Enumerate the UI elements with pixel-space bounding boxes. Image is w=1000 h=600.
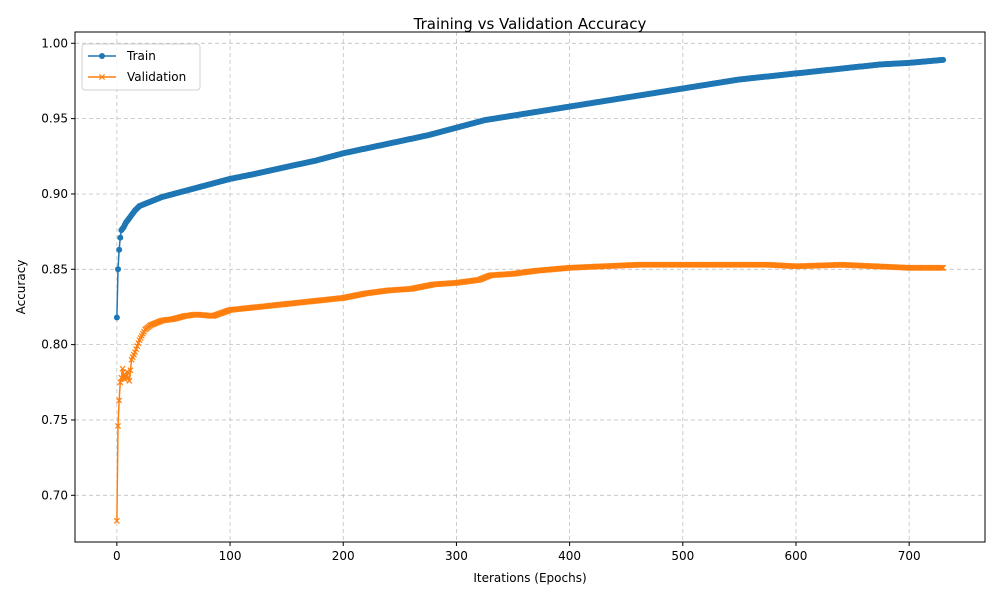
y-axis-title: Accuracy (14, 260, 28, 315)
legend-train-label: Train (126, 49, 156, 63)
validation-point (937, 264, 944, 271)
validation-point (116, 397, 123, 404)
train-point (113, 314, 120, 321)
y-tick-label: 0.95 (41, 112, 68, 126)
ticks: 0 100 200 300 400 500 600 700 0.70 0.75 0.80 0.85 0.… (41, 36, 920, 563)
legend-train-marker (99, 53, 105, 59)
x-tick-label: 200 (332, 549, 355, 563)
validation-point (938, 264, 946, 271)
x-axis-title: Iterations (Epochs) (473, 571, 586, 585)
train-line (116, 59, 944, 318)
x-tick-label: 0 (113, 549, 121, 563)
y-tick-label: 0.80 (41, 338, 68, 352)
validation-point (119, 365, 126, 372)
validation-line (116, 264, 944, 521)
x-tick-label: 600 (785, 549, 808, 563)
x-tick-label: 300 (445, 549, 468, 563)
y-tick-label: 0.85 (41, 262, 68, 276)
x-tick-label: 500 (671, 549, 694, 563)
validation-point (113, 517, 120, 524)
x-tick-label: 400 (558, 549, 581, 563)
validation-point (124, 368, 131, 375)
x-tick-label: 700 (898, 549, 921, 563)
series-layer (113, 56, 947, 524)
x-tick-label: 100 (219, 549, 242, 563)
train-point (940, 56, 947, 63)
train-series (113, 56, 947, 321)
train-point (115, 266, 122, 273)
validation-series (113, 261, 947, 524)
chart-title: Training vs Validation Accuracy (413, 15, 647, 33)
validation-point (114, 422, 122, 430)
y-tick-label: 1.00 (41, 36, 68, 50)
validation-point (940, 264, 947, 271)
validation-point (126, 377, 133, 384)
legend: Train Validation (81, 43, 201, 91)
train-point (116, 246, 123, 253)
train-point (117, 234, 124, 241)
y-tick-label: 0.75 (41, 413, 68, 427)
validation-point (127, 367, 134, 374)
legend-validation-marker (98, 73, 106, 81)
plot-frame (74, 31, 986, 543)
validation-point (117, 379, 124, 386)
legend-validation-label: Validation (127, 70, 186, 84)
y-tick-label: 0.70 (41, 488, 68, 502)
grid (75, 32, 985, 542)
y-tick-label: 0.90 (41, 187, 68, 201)
